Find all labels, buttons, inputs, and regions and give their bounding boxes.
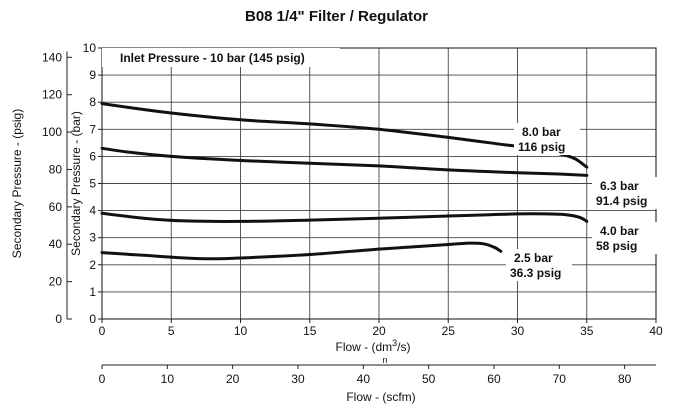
series-label-bar: 8.0 bar — [522, 125, 561, 139]
y-tick-label: 3 — [89, 231, 96, 245]
series-label-bar: 4.0 bar — [600, 224, 639, 238]
y-tick-label: 1 — [89, 285, 96, 299]
x2-tick-label: 20 — [226, 372, 240, 386]
x2-tick-label: 70 — [553, 372, 567, 386]
series-line-2-5-bar — [100, 241, 503, 261]
y2-tick-label: 80 — [49, 162, 63, 176]
series-label-bg — [592, 222, 658, 254]
y-tick-label: 7 — [89, 122, 96, 136]
x2-tick-label: 0 — [99, 372, 106, 386]
y2-tick-label: 0 — [55, 312, 62, 326]
y2-tick-label: 20 — [49, 275, 63, 289]
annotation-bg — [102, 48, 340, 67]
y-tick-label: 9 — [89, 68, 96, 82]
y-tick-label: 10 — [83, 41, 97, 55]
x-tick-label: 25 — [442, 324, 456, 338]
y-tick-label: 2 — [89, 258, 96, 272]
x2-tick-label: 30 — [291, 372, 305, 386]
series-label-bg — [592, 177, 658, 209]
y2-tick-label: 100 — [42, 125, 62, 139]
series-label-psig: 36.3 psig — [510, 266, 561, 280]
x-tick-label: 30 — [511, 324, 525, 338]
series-label-bar: 2.5 bar — [514, 251, 553, 265]
series-label-psig: 116 psig — [518, 140, 565, 154]
annotation-text: Inlet Pressure - 10 bar (145 psig) — [120, 51, 305, 65]
x-tick-label: 15 — [303, 324, 317, 338]
series-line-6-3-bar — [100, 146, 589, 177]
x2-tick-label: 60 — [487, 372, 501, 386]
x-tick-label: 10 — [234, 324, 248, 338]
y-tick-label: 6 — [89, 149, 96, 163]
series-label-bar: 6.3 bar — [600, 179, 639, 193]
series-line-8-0-bar — [100, 102, 589, 169]
y2-tick-label: 140 — [42, 50, 62, 64]
series-label-psig: 58 psig — [596, 239, 637, 253]
series-label-psig: 91.4 psig — [596, 194, 647, 208]
x-tick-label: 35 — [580, 324, 594, 338]
y-tick-label: 8 — [89, 95, 96, 109]
x-tick-label: 0 — [99, 324, 106, 338]
x2-tick-label: 40 — [357, 372, 371, 386]
y2-tick-label: 40 — [49, 237, 63, 251]
y-tick-label: 4 — [89, 204, 96, 218]
x2-axis-label: Flow - (scfm) — [346, 390, 415, 404]
y-tick-label: 5 — [89, 177, 96, 191]
y-tick-label: 0 — [89, 312, 96, 326]
series-line-4-0-bar — [100, 211, 589, 223]
x-axis-label: Flow - (dm3/s) — [335, 338, 410, 354]
x2-tick-label: 80 — [618, 372, 632, 386]
x2-tick-label: 10 — [161, 372, 175, 386]
x2-tick-label: 50 — [422, 372, 436, 386]
y2-tick-label: 120 — [42, 88, 62, 102]
x-axis-label-subscript: n — [382, 355, 387, 365]
y-axis-label: Secondary Pressure - (bar) — [69, 111, 83, 256]
x-tick-label: 40 — [649, 324, 663, 338]
y2-axis-label: Secondary Pressure - (psig) — [10, 109, 24, 258]
x-tick-label: 20 — [372, 324, 386, 338]
chart-title: B08 1/4" Filter / Regulator — [245, 8, 428, 25]
y2-tick-label: 60 — [49, 200, 63, 214]
series-label-bg — [514, 123, 580, 155]
series-label-bg — [506, 249, 572, 281]
x-tick-label: 5 — [168, 324, 175, 338]
